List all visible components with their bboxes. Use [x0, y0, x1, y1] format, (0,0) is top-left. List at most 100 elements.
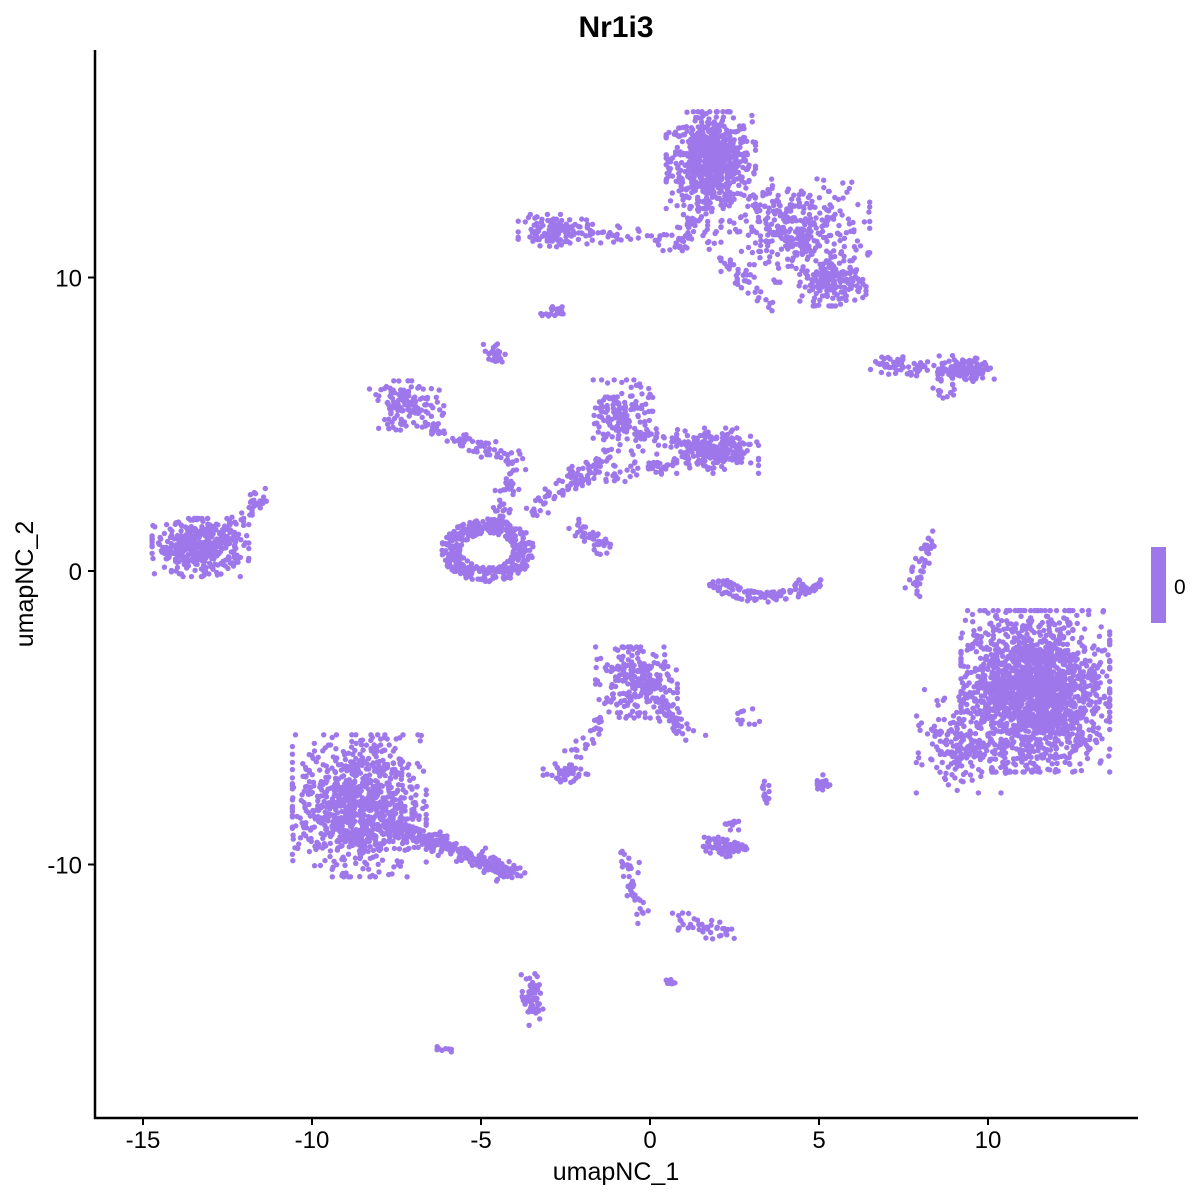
cell-point	[419, 414, 425, 421]
cell-point	[583, 459, 589, 465]
cell-point	[246, 545, 252, 552]
cell-point	[705, 239, 711, 246]
cell-point	[680, 212, 687, 218]
points-layer	[149, 109, 1113, 1055]
cell-point	[553, 244, 560, 250]
cell-point	[697, 157, 703, 164]
cell-point	[688, 125, 695, 131]
cell-point	[713, 170, 720, 176]
cell-point	[149, 534, 155, 541]
cell-point	[687, 465, 693, 471]
cell-point	[200, 518, 206, 524]
cell-point	[727, 584, 733, 590]
cell-point	[695, 194, 701, 200]
cell-point	[752, 597, 758, 603]
cell-point	[769, 238, 775, 244]
cell-point	[911, 360, 917, 367]
cell-point	[807, 221, 814, 227]
cell-point	[746, 196, 752, 202]
cell-point	[1099, 669, 1106, 675]
cell-point	[696, 146, 702, 152]
cell-point	[812, 586, 819, 593]
cell-point	[234, 535, 241, 541]
cell-point	[420, 386, 426, 392]
cell-point	[683, 186, 689, 192]
cell-point	[549, 233, 555, 240]
cell-point	[1107, 746, 1113, 752]
cell-point	[616, 419, 622, 425]
cell-point	[587, 531, 593, 537]
cell-point	[812, 303, 819, 309]
cell-point	[150, 555, 156, 562]
cell-point	[836, 260, 843, 266]
cell-point	[850, 278, 856, 284]
cell-point	[852, 269, 859, 275]
cell-point	[962, 373, 968, 379]
cell-point	[916, 558, 922, 565]
cell-point	[497, 488, 503, 494]
cell-point	[676, 125, 682, 131]
cell-point	[914, 575, 921, 581]
cell-point	[523, 505, 530, 511]
cell-point	[529, 229, 536, 235]
cell-point	[861, 219, 868, 225]
cell-point	[785, 256, 791, 262]
cell-point	[1077, 761, 1083, 767]
cell-point	[905, 364, 912, 370]
cell-point	[1061, 731, 1067, 737]
cell-point	[482, 522, 488, 528]
cell-point	[1031, 629, 1038, 636]
cell-point	[849, 179, 855, 185]
cell-point	[626, 424, 633, 430]
cell-point	[528, 553, 534, 559]
cell-point	[598, 240, 604, 246]
cell-point	[579, 216, 585, 222]
cell-point	[800, 581, 806, 587]
cell-point	[466, 522, 472, 529]
cell-point	[706, 116, 712, 122]
cell-point	[503, 458, 509, 464]
cell-point	[694, 461, 701, 467]
cell-point	[884, 361, 890, 367]
cell-point	[450, 435, 456, 442]
cell-point	[503, 564, 509, 571]
cell-point	[708, 437, 714, 444]
cell-point	[716, 190, 723, 196]
cell-point	[950, 369, 956, 375]
cell-point	[727, 260, 734, 266]
cell-point	[191, 515, 197, 522]
cell-point	[545, 510, 551, 516]
cell-point	[589, 221, 596, 227]
cell-point	[698, 150, 704, 156]
cell-point	[178, 528, 184, 534]
cell-point	[1045, 766, 1051, 772]
cell-point	[444, 438, 450, 444]
cell-point	[895, 356, 901, 363]
cell-point	[735, 169, 742, 176]
cell-point	[508, 450, 515, 456]
cell-point	[1107, 726, 1113, 733]
cell-point	[1096, 633, 1103, 639]
cell-point	[603, 478, 609, 485]
cell-point	[507, 506, 513, 513]
cell-point	[244, 533, 250, 539]
cell-point	[1067, 607, 1073, 614]
cell-point	[436, 428, 442, 434]
cell-point	[376, 393, 382, 399]
cell-point	[1064, 641, 1071, 647]
cell-point	[938, 376, 944, 383]
cell-point	[1064, 744, 1070, 751]
cell-point	[803, 244, 809, 251]
cell-point	[646, 408, 652, 415]
cell-point	[681, 150, 687, 157]
cell-point	[743, 218, 749, 224]
cell-point	[1058, 626, 1064, 632]
cell-point	[163, 521, 170, 528]
cell-point	[185, 527, 191, 534]
cell-point	[465, 564, 471, 570]
cell-point	[816, 282, 822, 289]
cell-point	[423, 423, 429, 429]
cell-point	[685, 439, 691, 445]
cell-point	[814, 176, 820, 182]
cell-point	[699, 131, 706, 137]
